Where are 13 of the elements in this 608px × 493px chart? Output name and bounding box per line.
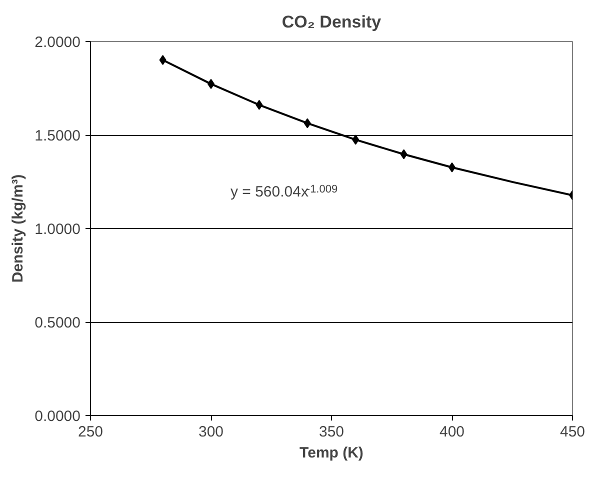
y-tick-label: 0.5000 (34, 314, 81, 332)
x-tick-label: 350 (318, 424, 344, 440)
y-axis-title: Density (kg/m³) (10, 174, 27, 283)
chart-title: CO₂ Density (282, 12, 382, 32)
y-tick-label: 1.0000 (34, 221, 81, 238)
x-tick-label: 450 (560, 424, 586, 440)
x-tick-label: 300 (198, 424, 224, 440)
x-tick-label: 400 (439, 424, 465, 440)
x-tick-label: 250 (78, 424, 104, 440)
x-axis-title: Temp (K) (300, 444, 364, 462)
y-tick-label: 2.0000 (34, 34, 81, 51)
y-tick-label: 0.0000 (34, 408, 81, 425)
y-tick-label: 1.5000 (34, 128, 81, 144)
